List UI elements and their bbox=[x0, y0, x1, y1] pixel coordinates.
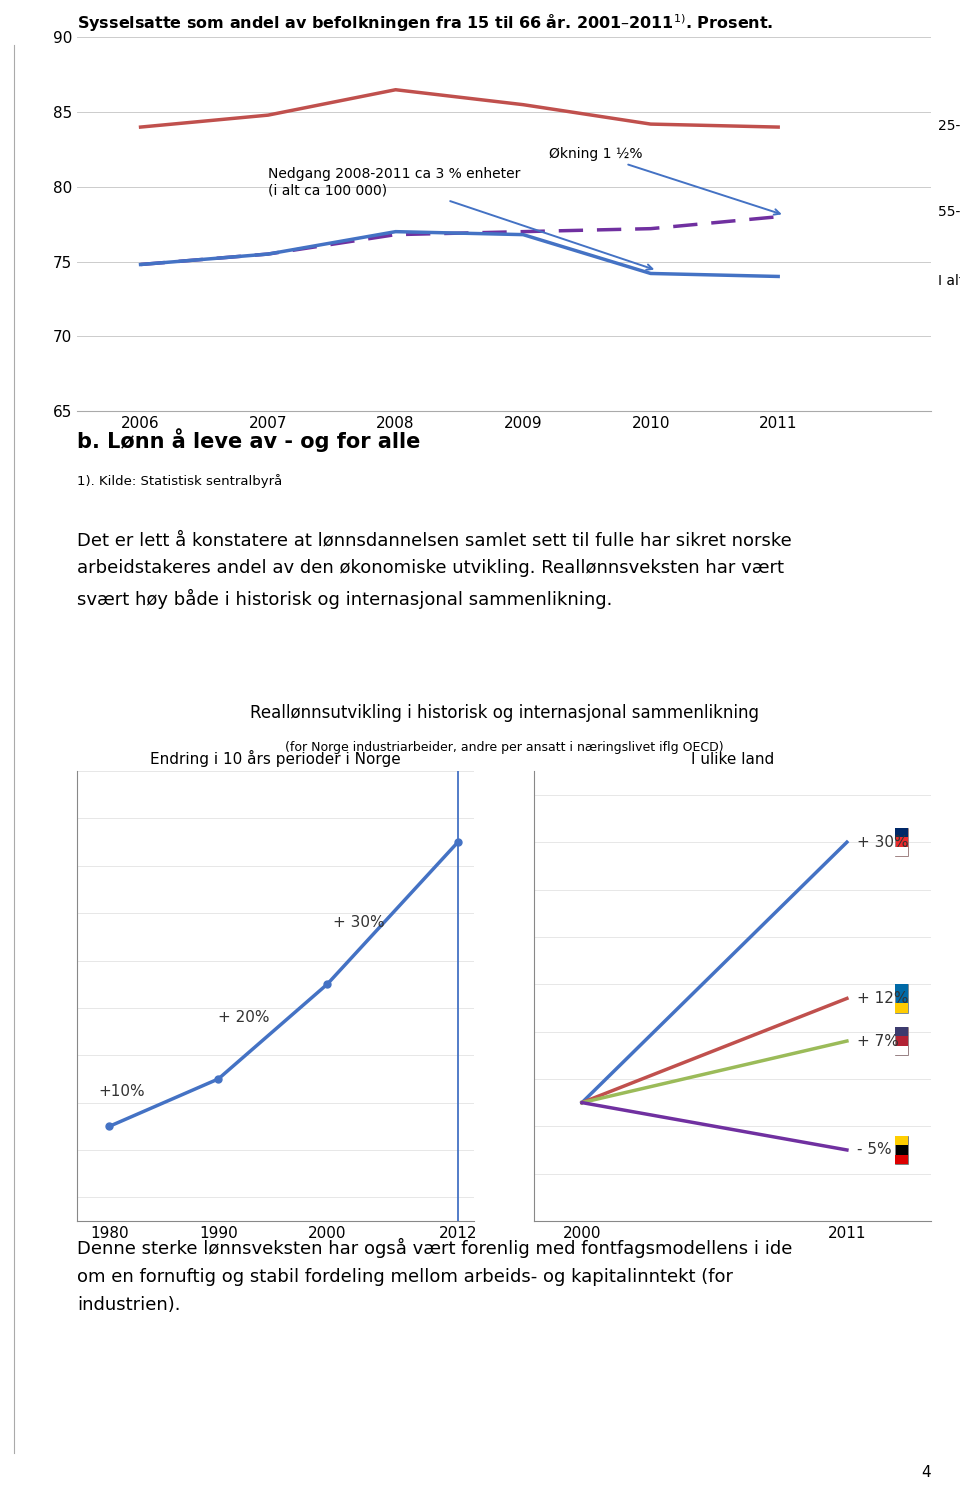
Text: +10%: +10% bbox=[99, 1083, 145, 1098]
Text: + 7%: + 7% bbox=[856, 1034, 899, 1049]
Text: Reallønnsutvikling i historisk og internasjonal sammenlikning: Reallønnsutvikling i historisk og intern… bbox=[250, 704, 758, 722]
Bar bbox=[895, 828, 908, 837]
Text: + 30%: + 30% bbox=[333, 915, 384, 930]
Text: Økning 1 ½%: Økning 1 ½% bbox=[548, 147, 780, 214]
Text: 55-61 år: 55-61 år bbox=[938, 205, 960, 219]
Text: I alt: I alt bbox=[938, 274, 960, 288]
Bar bbox=[895, 984, 908, 1013]
Text: (for Norge industriarbeider, andre per ansatt i næringslivet iflg OECD): (for Norge industriarbeider, andre per a… bbox=[285, 742, 723, 753]
Text: 25-39 år: 25-39 år bbox=[938, 118, 960, 133]
Bar bbox=[895, 1004, 908, 1013]
Bar bbox=[895, 1135, 908, 1146]
Bar bbox=[895, 828, 908, 857]
Title: Endring i 10 års perioder i Norge: Endring i 10 års perioder i Norge bbox=[150, 750, 401, 767]
Bar bbox=[895, 1026, 908, 1055]
Bar bbox=[895, 1046, 908, 1055]
Text: Denne sterke lønnsveksten har også vært forenlig med fontfagsmodellens i ide
om : Denne sterke lønnsveksten har også vært … bbox=[77, 1239, 792, 1314]
Text: 1). Kilde: Statistisk sentralbyrå: 1). Kilde: Statistisk sentralbyrå bbox=[77, 475, 282, 488]
Text: Nedgang 2008-2011 ca 3 % enheter
(i alt ca 100 000): Nedgang 2008-2011 ca 3 % enheter (i alt … bbox=[268, 168, 653, 270]
Bar bbox=[895, 1155, 908, 1164]
Text: - 5%: - 5% bbox=[856, 1143, 891, 1158]
Bar bbox=[895, 846, 908, 857]
Text: 4: 4 bbox=[922, 1465, 931, 1480]
Text: + 20%: + 20% bbox=[218, 1010, 270, 1025]
Bar bbox=[895, 984, 908, 993]
Text: + 30%: + 30% bbox=[856, 834, 908, 849]
Bar bbox=[895, 1135, 908, 1164]
Title: I ulike land: I ulike land bbox=[691, 752, 774, 767]
Text: b. Lønn å leve av - og for alle: b. Lønn å leve av - og for alle bbox=[77, 428, 420, 452]
Text: Det er lett å konstatere at lønnsdannelsen samlet sett til fulle har sikret nors: Det er lett å konstatere at lønnsdannels… bbox=[77, 532, 792, 608]
Text: + 12%: + 12% bbox=[856, 992, 908, 1007]
Text: Sysselsatte som andel av befolkningen fra 15 til 66 år. 2001–2011$^{1)}$. Prosen: Sysselsatte som andel av befolkningen fr… bbox=[77, 12, 773, 34]
Bar bbox=[895, 1026, 908, 1037]
